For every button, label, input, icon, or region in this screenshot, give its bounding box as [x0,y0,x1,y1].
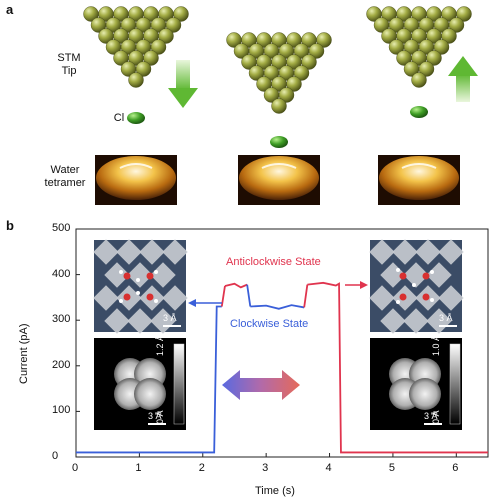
x-tick-label: 1 [135,462,142,474]
inset-stm-left [94,338,186,430]
y-tick-label: 0 [52,450,59,462]
water-tetramer-image-1 [95,155,177,205]
cl-label: Cl [113,112,125,124]
switch-segment [303,284,309,308]
up-arrow [448,56,478,102]
scale-label-model-right: 3 Å [439,313,453,323]
trace-clockwise [250,304,305,310]
x-tick-label: 4 [325,462,332,474]
plot-frame [75,228,489,458]
inset-model-left [93,239,188,334]
scale-label-stm-right: 3 Å [424,411,438,421]
inset-model-right [369,239,464,334]
y-tick-label: 100 [52,404,71,417]
water-tetramer-image-2 [238,155,320,205]
switch-segment [246,284,252,307]
x-tick-label: 3 [262,462,269,474]
stm-tips [83,6,472,148]
stm-tip-label-line2: Tip [61,65,77,77]
switch-segment [220,285,226,307]
panel-b-letter: b [6,218,14,233]
clockwise-state-label: Clockwise State [230,318,309,330]
colorbar-right-top: 1.0 Å [431,334,441,356]
cl-atom [127,112,145,124]
stm-tip-3 [366,6,472,118]
scale-label-stm-left: 3 Å [148,411,162,421]
down-arrow [168,60,198,108]
stm-tip-1 [83,6,189,124]
trace-anticlockwise [224,282,248,289]
x-tick-label: 0 [72,462,79,474]
colorbar-left-bottom: 0 Å [155,410,165,424]
stm-tip-label-line1: STM [57,52,81,64]
water-molecules-left [119,270,158,303]
colorbar-left-top: 1.2 Å [155,334,165,356]
double-arrow [222,370,300,400]
anticlockwise-state-label: Anticlockwise State [226,256,321,268]
panel-a-letter: a [6,2,14,17]
x-tick-label: 5 [388,462,396,474]
water-label-line2: tetramer [44,177,86,189]
stm-tip-2 [226,32,332,148]
trace-approach [76,305,222,454]
stm-tip-label: STM Tip [44,52,94,78]
inset-stm-right [370,338,462,430]
x-tick-label: 6 [452,462,459,474]
trace-pointer-arrows [188,281,368,307]
scale-label-model-left: 3 Å [163,313,177,323]
x-tick-label: 2 [198,462,205,474]
cl-atom [270,136,288,148]
water-tetramer-label: Water tetramer [30,164,100,190]
y-tick-label: 400 [52,267,71,280]
y-tick-label: 500 [52,222,71,234]
current-traces [76,281,488,454]
water-molecules-right [396,268,434,304]
colorbar-right-bottom: 0 Å [431,410,441,424]
axes-ticks [75,228,457,458]
y-tick-label: 200 [52,358,71,371]
water-label-line1: Water [50,164,80,176]
cl-atom [410,106,428,118]
y-tick-label: 300 [52,313,71,326]
y-axis-title: Current (pA) [18,323,30,384]
x-axis-title: Time (s) [255,485,295,497]
water-tetramer-image-3 [378,155,460,205]
trace-anticlockwise [307,281,488,454]
